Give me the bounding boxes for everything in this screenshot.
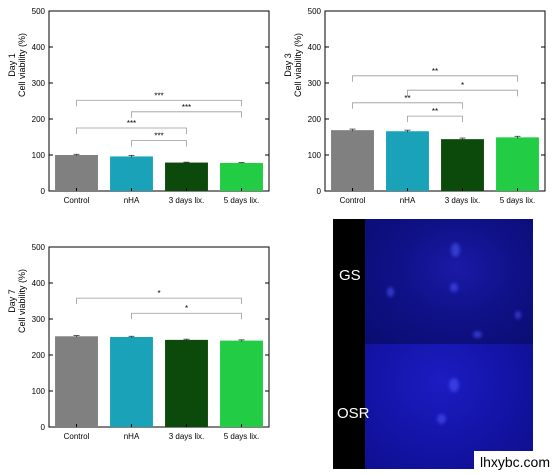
y-axis-label: Cell viability (%) (17, 33, 27, 97)
panel-label: Day 1 (7, 53, 17, 77)
y-tick-label: 500 (32, 7, 46, 16)
y-axis-label: Cell viability (%) (293, 33, 303, 97)
chart-day7: 0 100 200 300 400 500 Control nHA 3 days lix. 5 d… (7, 243, 270, 441)
y-tick-label: 0 (41, 187, 46, 196)
micrograph-gs-panel (365, 219, 533, 344)
significance-bracket (352, 75, 518, 82)
x-tick-label: 3 days lix. (169, 196, 205, 205)
plot-frame (48, 10, 270, 192)
significance-label: *** (154, 132, 163, 141)
significance-bracket (131, 140, 187, 147)
micrograph-black-strip (333, 219, 365, 469)
bar-3-days-lix- (165, 162, 208, 191)
x-tick-label: nHA (400, 196, 416, 205)
y-tick-label: 0 (41, 423, 46, 432)
x-tick-label: 3 days lix. (169, 432, 205, 441)
bar-control (55, 155, 98, 191)
y-tick-label: 100 (32, 151, 46, 160)
fluorescence-micrograph: GS OSR (333, 219, 533, 469)
plot-frame (324, 10, 546, 192)
y-tick-label: 300 (308, 79, 322, 88)
significance-bracket (131, 111, 242, 118)
x-tick-label: nHA (124, 432, 140, 441)
y-tick-label: 0 (317, 187, 322, 196)
y-tick-label: 200 (308, 115, 322, 124)
significance-label: * (461, 81, 464, 90)
significance-bracket (352, 102, 463, 109)
bar-control (331, 130, 374, 191)
y-tick-label: 100 (32, 387, 46, 396)
significance-bracket (76, 127, 187, 134)
x-tick-label: nHA (124, 196, 140, 205)
bar-3-days-lix- (441, 139, 484, 191)
significance-label: *** (127, 119, 136, 128)
x-tick-label: Control (64, 432, 90, 441)
micrograph-label-osr: OSR (337, 405, 370, 422)
bar-nha (110, 156, 153, 191)
bar-5-days-lix- (220, 340, 263, 427)
y-tick-label: 400 (308, 43, 322, 52)
bar-5-days-lix- (220, 162, 263, 191)
y-tick-label: 100 (308, 151, 322, 160)
bar-control (55, 336, 98, 427)
micrograph-osr-panel (365, 344, 533, 469)
significance-label: * (185, 304, 188, 313)
bar-5-days-lix- (496, 137, 539, 191)
watermark: lhxybc.com (474, 451, 556, 473)
y-tick-label: 200 (32, 115, 46, 124)
panel-label: Day 3 (283, 53, 293, 77)
y-tick-label: 500 (32, 243, 46, 252)
x-tick-label: Control (64, 196, 90, 205)
bar-3-days-lix- (165, 339, 208, 427)
x-tick-label: 5 days lix. (500, 196, 536, 205)
significance-bracket (407, 89, 518, 97)
significance-label: ** (432, 67, 438, 76)
panel-label: Day 7 (7, 289, 17, 313)
y-tick-label: 400 (32, 43, 46, 52)
x-tick-label: 5 days lix. (224, 432, 260, 441)
micrograph-label-gs: GS (339, 267, 361, 284)
significance-bracket (76, 297, 242, 305)
bar-nha (386, 131, 429, 191)
significance-label: ** (432, 107, 438, 116)
y-tick-label: 200 (32, 351, 46, 360)
x-tick-label: Control (340, 196, 366, 205)
significance-label: * (157, 289, 160, 298)
significance-label: *** (182, 103, 191, 112)
y-tick-label: 500 (308, 7, 322, 16)
significance-label: ** (404, 94, 410, 103)
significance-bracket (407, 115, 463, 123)
plot-frame (48, 246, 270, 428)
y-axis-label: Cell viability (%) (17, 269, 27, 333)
chart-day1: 0 100 200 300 400 500 Control nHA 3 days lix. 5 d… (7, 7, 270, 205)
y-tick-label: 400 (32, 279, 46, 288)
bar-nha (110, 337, 153, 427)
x-tick-label: 3 days lix. (445, 196, 481, 205)
chart-day3: 0 100 200 300 400 500 Control nHA 3 days lix. 5 d… (283, 7, 546, 205)
x-tick-label: 5 days lix. (224, 196, 260, 205)
significance-bracket (76, 99, 242, 107)
significance-bracket (131, 312, 242, 320)
y-tick-label: 300 (32, 79, 46, 88)
significance-label: *** (154, 91, 163, 100)
y-tick-label: 300 (32, 315, 46, 324)
